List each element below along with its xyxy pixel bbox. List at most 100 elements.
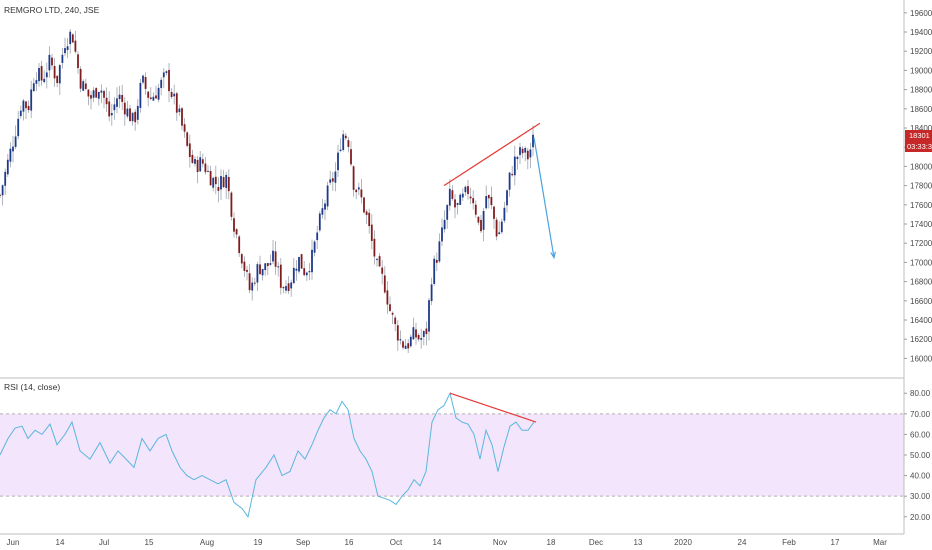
candle-body bbox=[1, 185, 4, 196]
candle-body bbox=[360, 189, 363, 198]
rsi-line bbox=[0, 391, 535, 519]
candle-body bbox=[266, 263, 269, 267]
time-tick-label: 17 bbox=[831, 538, 840, 547]
candle-body bbox=[129, 108, 131, 122]
last-price-label: 18301 bbox=[909, 131, 930, 140]
candle-body bbox=[149, 97, 152, 99]
drawing-annotations[interactable] bbox=[443, 122, 556, 423]
rsi-trendline[interactable] bbox=[449, 392, 537, 423]
candle-body bbox=[365, 211, 368, 215]
candle-body bbox=[25, 101, 27, 109]
candle-body bbox=[220, 175, 222, 190]
candle-body bbox=[334, 171, 337, 183]
candle-body bbox=[243, 261, 246, 271]
candle-body bbox=[292, 267, 295, 284]
projection-arrow-line[interactable] bbox=[533, 137, 555, 258]
candle-body bbox=[61, 54, 64, 63]
projection-arrow-head bbox=[550, 251, 556, 260]
candle-body bbox=[425, 328, 428, 335]
candle-body bbox=[134, 111, 137, 123]
candle-body bbox=[84, 83, 87, 89]
candle-body bbox=[97, 91, 100, 99]
candle-body bbox=[19, 110, 22, 117]
candle-body bbox=[45, 72, 48, 78]
candle-body bbox=[230, 192, 233, 217]
rsi-axis[interactable]: 80.00 70.00 60.00 50.00 40.00 30.00 20.00 bbox=[904, 389, 931, 522]
candle-body bbox=[113, 104, 116, 111]
candle-body bbox=[170, 91, 173, 97]
time-tick-label: 24 bbox=[738, 538, 747, 547]
candle-body bbox=[110, 113, 113, 116]
price-trendline[interactable] bbox=[443, 122, 541, 187]
candle-body bbox=[464, 186, 467, 193]
candle-body bbox=[391, 312, 394, 315]
candle-body bbox=[66, 46, 69, 51]
candle-body bbox=[480, 219, 482, 232]
candle-body bbox=[30, 89, 33, 111]
candle-body bbox=[51, 57, 53, 66]
price-tick-label: 19200 bbox=[910, 47, 932, 56]
candle-body bbox=[6, 159, 9, 175]
candle-body bbox=[131, 112, 134, 122]
candle-body bbox=[235, 229, 238, 235]
candle-body bbox=[277, 266, 280, 268]
candle-body bbox=[165, 71, 168, 73]
time-tick-label: 19 bbox=[254, 538, 263, 547]
candle-body bbox=[363, 197, 365, 213]
rsi-tick-label: 40.00 bbox=[910, 472, 931, 481]
candle-body bbox=[532, 134, 534, 148]
candle-body bbox=[142, 75, 144, 83]
candle-body bbox=[339, 149, 342, 151]
candle-body bbox=[53, 65, 56, 79]
candle-body bbox=[209, 170, 212, 186]
price-tick-label: 18600 bbox=[910, 105, 932, 114]
candle-body bbox=[412, 327, 415, 340]
price-axis[interactable]: 1960019400192001900018800186001840018200… bbox=[904, 9, 932, 364]
candle-body bbox=[64, 48, 66, 54]
candle-body bbox=[459, 194, 462, 205]
countdown-badge: 03:33:30 bbox=[905, 141, 932, 152]
candle-body bbox=[168, 69, 170, 92]
candle-body bbox=[313, 241, 316, 253]
time-axis[interactable]: Jun 14 Jul 15 Aug 19 Sep 16 Oct 14 Nov 18 Dec 13 2020 2… bbox=[7, 538, 888, 547]
candle-body bbox=[261, 268, 264, 276]
candle-body bbox=[233, 218, 235, 232]
candle-body bbox=[521, 148, 524, 154]
candle-body bbox=[147, 91, 150, 98]
candle-body bbox=[357, 187, 360, 190]
candle-body bbox=[269, 263, 272, 265]
candle-body bbox=[381, 267, 384, 274]
candle-body bbox=[511, 173, 514, 176]
time-tick-label: 13 bbox=[634, 538, 643, 547]
candle-body bbox=[503, 207, 506, 221]
candle-body bbox=[191, 154, 194, 163]
candle-body bbox=[402, 341, 404, 348]
candle-body bbox=[74, 40, 77, 52]
candle-body bbox=[212, 177, 215, 188]
candle-body bbox=[487, 195, 490, 199]
candle-body bbox=[40, 66, 43, 81]
price-tick-label: 16400 bbox=[910, 316, 932, 325]
candle-body bbox=[285, 286, 287, 291]
time-tick-label: Nov bbox=[493, 538, 507, 547]
candle-body bbox=[295, 268, 298, 271]
candle-body bbox=[178, 108, 181, 113]
candle-body bbox=[287, 283, 290, 292]
price-tick-label: 18000 bbox=[910, 162, 932, 171]
candle-body bbox=[350, 149, 352, 165]
candle-body bbox=[355, 189, 358, 193]
price-tick-label: 19000 bbox=[910, 66, 932, 75]
candle-body bbox=[529, 149, 532, 158]
candle-body bbox=[376, 258, 378, 260]
candle-body bbox=[92, 90, 95, 98]
candle-body bbox=[508, 172, 511, 190]
candle-body bbox=[274, 251, 277, 267]
candle-body bbox=[264, 263, 267, 271]
time-tick-label: 16 bbox=[345, 538, 354, 547]
candle-body bbox=[324, 203, 326, 210]
time-tick-label: 2020 bbox=[674, 538, 692, 547]
price-tick-label: 17400 bbox=[910, 220, 932, 229]
candle-body bbox=[435, 259, 438, 263]
candle-body bbox=[316, 232, 319, 241]
